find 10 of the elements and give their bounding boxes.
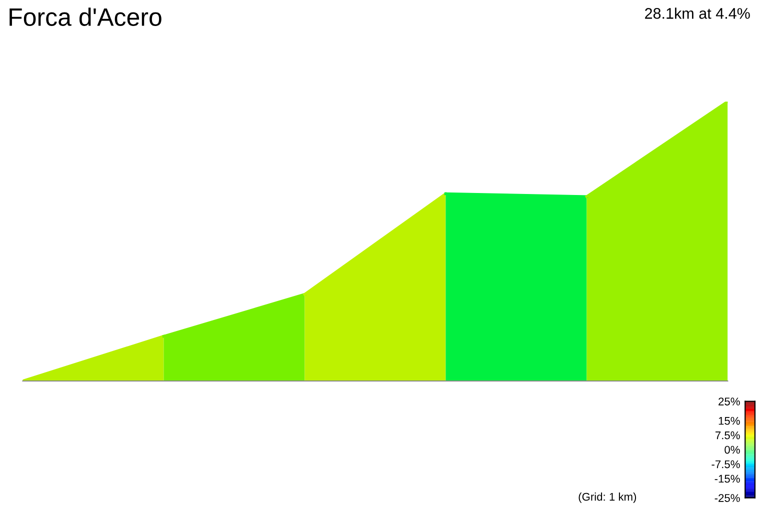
color-bar-label: 7.5% bbox=[716, 431, 740, 440]
color-bar-label: 0% bbox=[724, 446, 740, 454]
color-bar-label: -7.5% bbox=[712, 460, 740, 468]
chart-title: Forca d'Acero bbox=[10, 8, 162, 26]
color-bar-label: -25% bbox=[714, 494, 740, 502]
color-bar-label: 15% bbox=[718, 416, 740, 425]
color-bar-label: -15% bbox=[714, 474, 740, 483]
color-bar-label: 25% bbox=[718, 398, 740, 406]
chart-subtitle: 28.1km at 4.4% bbox=[645, 8, 750, 19]
text: (Grid: 1 km) bbox=[578, 492, 636, 503]
